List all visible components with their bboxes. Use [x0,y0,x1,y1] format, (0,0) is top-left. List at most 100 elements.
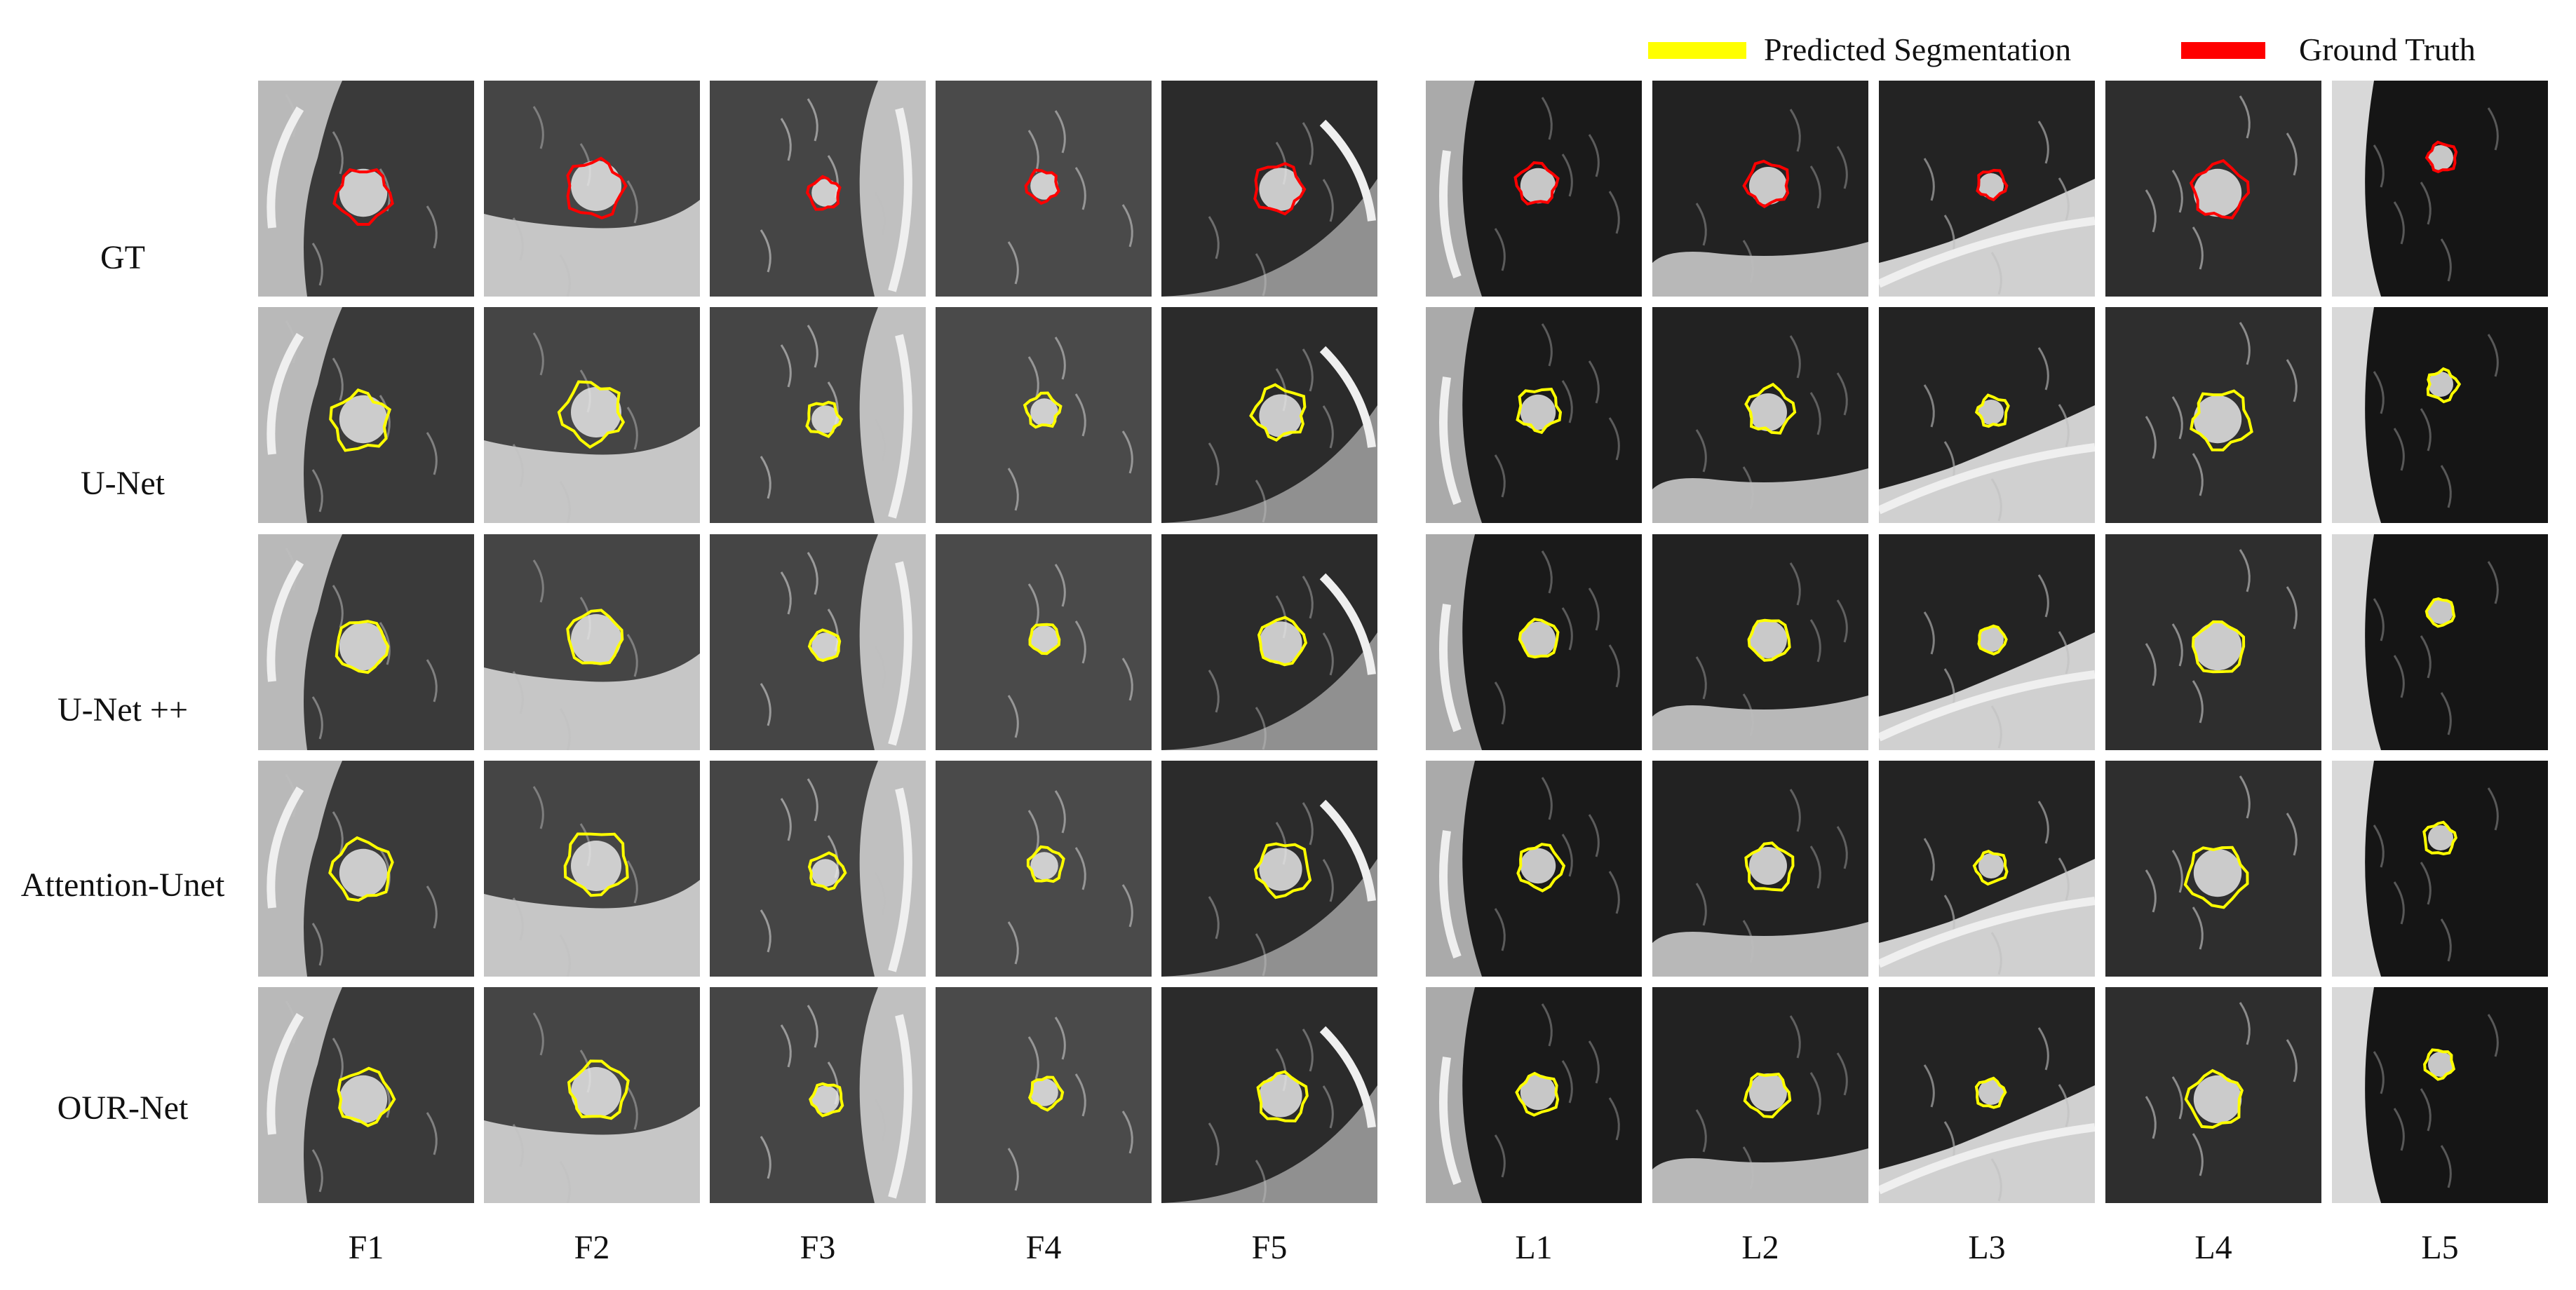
segmentation-contour [1249,383,1307,442]
vessel [626,180,638,224]
vessel [2192,907,2204,950]
nodule [1520,1074,1556,1111]
ct-panel-unet-L5 [2332,307,2548,523]
ct-image-attention-F1 [258,761,474,977]
vessel [1923,1064,1935,1108]
rib [1879,1123,2095,1195]
vessel [1208,670,1220,713]
lung-region [2365,81,2548,297]
nodule [1978,400,2004,425]
vessel [532,559,544,603]
vessel [1789,335,1801,379]
col-label-F3: F3 [800,1229,836,1266]
vessel [2239,322,2251,365]
vessel [1007,695,1019,738]
segmentation-contour [2189,158,2251,220]
vessel [332,585,344,628]
ct-panel-attention-F2 [484,761,700,977]
ct-image-attention-F4 [936,761,1152,977]
vessel [1027,356,1039,400]
vessel [332,811,344,855]
rib [1319,1026,1376,1128]
ct-panel-ournet-F3 [710,987,926,1203]
vessel [1809,165,1821,209]
rib [1879,670,2095,742]
vessel [532,332,544,376]
vessel [1541,550,1553,594]
vessel [1054,1017,1066,1060]
vessel [1054,337,1066,380]
vessel [2239,95,2251,139]
vessel [1494,908,1506,951]
vessel [780,118,792,161]
vessel [1302,802,1314,846]
vessel [1809,1072,1821,1115]
vessel [626,634,638,677]
vessel [2487,561,2499,604]
vessel [1923,158,1935,201]
ct-panel-unetpp-F3 [710,534,926,750]
ct-image-gt-F4 [936,81,1152,297]
col-label-L4: L4 [2194,1229,2232,1266]
vessel [1588,360,1600,404]
vessel [1208,896,1220,939]
vessel [1990,705,2002,749]
ct-panel-unetpp-L5 [2332,534,2548,750]
nodule [1749,620,1787,658]
vessel [1255,480,1267,523]
vessel [1742,920,1754,963]
rib [1439,604,1462,733]
vessel [1990,478,2002,522]
vessel [2440,1145,2452,1188]
segmentation-contour [1977,624,2008,656]
vessel [1789,789,1801,832]
vessel [1836,599,1848,643]
vessel [332,131,344,175]
vessel [780,571,792,615]
vessel [426,885,438,929]
segmentation-contour [566,609,624,665]
segmentation-contour [1974,393,2010,428]
nodule [1520,394,1556,430]
vessel [1836,1052,1848,1096]
vessel [1074,620,1086,664]
ct-image-attention-L1 [1426,761,1642,977]
ct-panel-gt-F5 [1161,81,1377,297]
ct-panel-ournet-L1 [1426,987,1642,1203]
vessel [311,696,323,740]
vessel [1541,777,1553,820]
vessel [1054,110,1066,154]
vessel [1027,1036,1039,1080]
ct-panel-attention-L3 [1879,761,2095,977]
vessel [2420,862,2432,905]
vessel [760,456,771,499]
col-label-F5: F5 [1251,1229,1288,1266]
ct-image-ournet-F3 [710,987,926,1203]
rib [888,107,912,292]
vessel [559,935,571,977]
vessel [2171,170,2183,213]
lung-region [484,534,700,682]
vessel [1027,130,1039,173]
ct-image-unetpp-F4 [936,534,1152,750]
segmentation-contour [2423,1048,2456,1081]
vessel [1541,323,1553,367]
ct-image-unet-L2 [1652,307,1868,523]
rib [267,106,304,229]
vessel [532,106,544,149]
ct-image-ournet-F4 [936,987,1152,1203]
nodule [1030,1078,1058,1106]
ct-panel-gt-L4 [2105,81,2321,297]
ct-panel-attention-L1 [1426,761,1642,977]
vessel [2440,692,2452,735]
ct-panel-attention-L4 [2105,761,2321,977]
segmentation-contour [2184,1068,2244,1129]
vessel [559,254,571,297]
segmentation-contour [1257,616,1308,667]
ct-image-unet-F4 [936,307,1152,523]
rib [888,334,912,519]
vessel [2487,334,2499,377]
vessel [1027,810,1039,853]
vessel [311,923,323,966]
segmentation-contour [2191,620,2246,674]
